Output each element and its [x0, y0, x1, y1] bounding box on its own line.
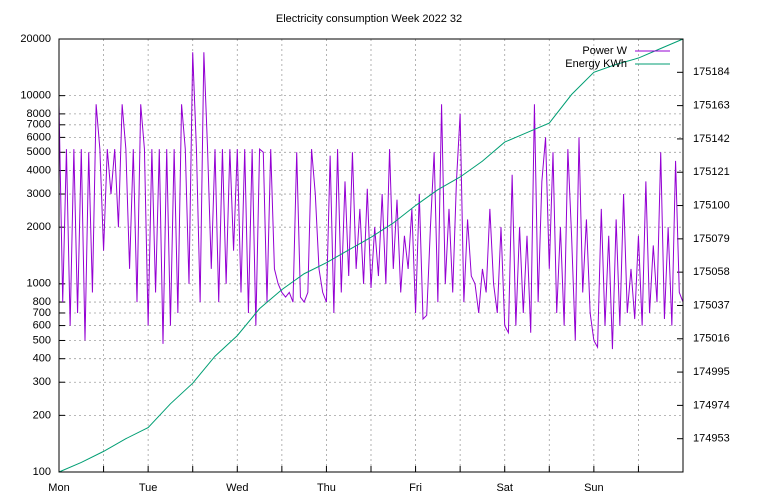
- y2-tick-label: 175121: [693, 166, 730, 178]
- y-tick-label: 200: [33, 409, 51, 421]
- y-tick-label: 600: [33, 319, 51, 331]
- plot-border: [58, 38, 684, 473]
- chart-title: Electricity consumption Week 2022 32: [276, 13, 462, 25]
- x-tick-label: Fri: [409, 482, 422, 494]
- y-tick-label: 6000: [27, 131, 51, 143]
- x-tick-label: Thu: [317, 482, 336, 494]
- x-tick-label: Mon: [48, 482, 69, 494]
- y-tick-label: 4000: [27, 164, 51, 176]
- y2-tick-label: 174974: [693, 399, 730, 411]
- y-tick-label: 3000: [27, 188, 51, 200]
- series-line: [58, 52, 684, 350]
- y-tick-label: 20000: [20, 33, 51, 45]
- y-tick-label: 400: [33, 353, 51, 365]
- y-tick-label: 2000: [27, 221, 51, 233]
- series-line: [58, 38, 684, 473]
- y2-tick-label: 175100: [693, 199, 730, 211]
- y2-tick-label: 175058: [693, 266, 730, 278]
- y-tick-label: 300: [33, 376, 51, 388]
- y2-tick-label: 175184: [693, 66, 730, 78]
- legend-label: Power W: [582, 45, 627, 57]
- y-tick-label: 800: [33, 296, 51, 308]
- y-tick-label: 500: [33, 334, 51, 346]
- y2-tick-label: 175037: [693, 299, 730, 311]
- x-tick-label: Sun: [584, 482, 604, 494]
- y-tick-label: 7000: [27, 119, 51, 131]
- y2-tick-label: 175163: [693, 100, 730, 112]
- x-tick-label: Wed: [226, 482, 248, 494]
- x-tick-label: Tue: [139, 482, 158, 494]
- legend-label: Energy KWh: [565, 58, 627, 70]
- y-tick-label: 8000: [27, 108, 51, 120]
- y-tick-label: 5000: [27, 146, 51, 158]
- y2-tick-label: 175079: [693, 233, 730, 245]
- y2-tick-label: 174953: [693, 433, 730, 445]
- y2-tick-label: 174995: [693, 366, 730, 378]
- y2-tick-label: 175016: [693, 333, 730, 345]
- y-tick-label: 700: [33, 307, 51, 319]
- y2-tick-label: 175142: [693, 133, 730, 145]
- x-tick-label: Sat: [496, 482, 513, 494]
- y-tick-label: 10000: [20, 90, 51, 102]
- y-tick-label: 100: [33, 466, 51, 478]
- y-tick-label: 1000: [27, 278, 51, 290]
